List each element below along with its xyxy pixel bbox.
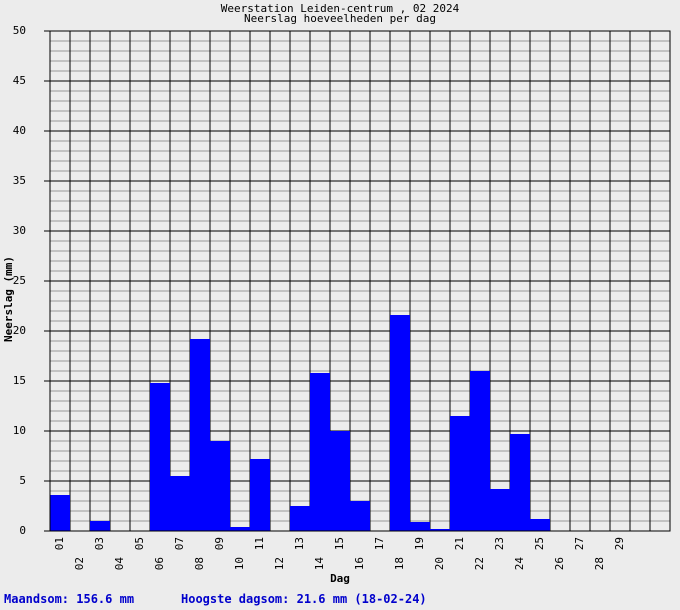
y-tick-label: 45 [13,74,26,87]
y-axis-label: Neerslag (mm) [2,256,15,342]
bar [250,459,270,531]
y-tick-label: 35 [13,174,26,187]
x-tick-label: 04 [113,557,126,571]
y-tick-label: 0 [19,524,26,537]
x-tick-label: 10 [233,557,246,570]
bar [210,441,230,531]
x-tick-label: 21 [453,537,466,550]
x-tick-label: 15 [333,537,346,550]
x-tick-label: 14 [313,557,326,571]
y-tick-label: 50 [13,24,26,37]
y-tick-label: 25 [13,274,26,287]
x-tick-label: 29 [613,537,626,550]
x-tick-label: 17 [373,537,386,550]
x-tick-label: 24 [513,557,526,571]
x-tick-label: 28 [593,557,606,570]
x-tick-label: 01 [53,537,66,550]
y-tick-label: 40 [13,124,26,137]
x-tick-label: 13 [293,537,306,550]
bar [330,431,350,531]
bar [230,527,250,531]
bar [430,529,450,531]
bar [290,506,310,531]
chart-title: Weerstation Leiden-centrum , 02 2024 [221,2,460,15]
x-tick-label: 08 [193,557,206,570]
chart-subtitle: Neerslag hoeveelheden per dag [244,12,436,25]
y-tick-label: 15 [13,374,26,387]
x-tick-label: 16 [353,557,366,570]
x-tick-label: 25 [533,537,546,550]
bar [510,434,530,531]
x-axis-label: Dag [330,572,350,585]
bar [530,519,550,531]
x-tick-label: 05 [133,537,146,550]
bar [150,383,170,531]
x-tick-label: 20 [433,557,446,570]
x-tick-label: 22 [473,557,486,570]
x-tick-label: 07 [173,537,186,550]
y-tick-label: 20 [13,324,26,337]
month-sum: Maandsom: 156.6 mm [4,592,134,606]
x-tick-label: 02 [73,557,86,570]
plot-border [49,30,671,532]
x-tick-label: 11 [253,537,266,550]
bar [170,476,190,531]
bar [490,489,510,531]
x-tick-label: 03 [93,537,106,550]
bar [390,315,410,531]
x-tick-label: 18 [393,557,406,570]
bar [190,339,210,531]
bar [470,371,490,531]
x-tick-label: 12 [273,557,286,570]
bar [410,522,430,531]
max-day: Hoogste dagsom: 21.6 mm (18-02-24) [181,592,427,606]
y-tick-label: 30 [13,224,26,237]
x-tick-label: 26 [553,557,566,570]
y-tick-label: 5 [19,474,26,487]
x-tick-label: 06 [153,557,166,570]
x-tick-label: 19 [413,537,426,550]
x-tick-label: 09 [213,537,226,550]
x-tick-label: 27 [573,537,586,550]
bar [90,521,110,531]
bar [450,416,470,531]
bar [50,495,70,531]
x-tick-label: 23 [493,537,506,550]
bar [350,501,370,531]
y-tick-label: 10 [13,424,26,437]
bar [310,373,330,531]
